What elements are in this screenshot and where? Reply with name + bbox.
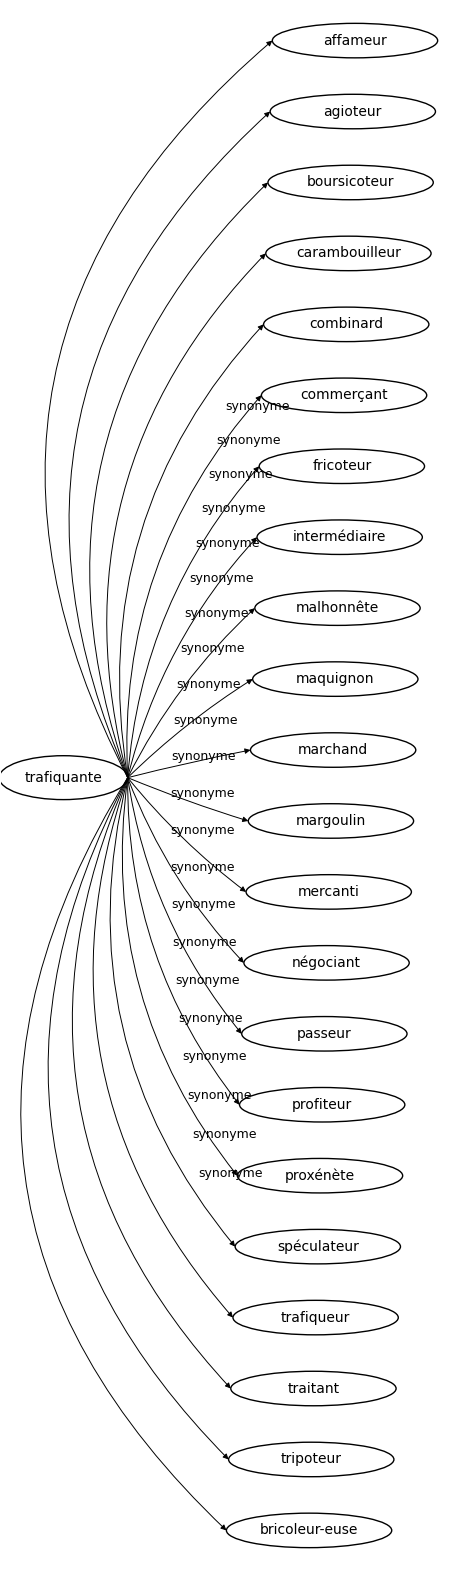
FancyArrowPatch shape (128, 537, 256, 778)
Text: synonyme: synonyme (189, 572, 254, 584)
Text: spéculateur: spéculateur (277, 1240, 359, 1254)
Text: synonyme: synonyme (178, 1012, 243, 1024)
FancyArrowPatch shape (122, 778, 237, 1175)
Text: synonyme: synonyme (173, 936, 237, 949)
Text: synonyme: synonyme (195, 537, 259, 550)
Text: synonyme: synonyme (201, 503, 266, 515)
Text: carambouilleur: carambouilleur (296, 247, 401, 261)
Text: synonyme: synonyme (171, 899, 236, 911)
FancyArrowPatch shape (48, 778, 228, 1459)
FancyArrowPatch shape (127, 396, 261, 778)
Text: trafiquante: trafiquante (24, 771, 102, 784)
FancyArrowPatch shape (128, 610, 254, 778)
Text: synonyme: synonyme (182, 1051, 247, 1064)
FancyArrowPatch shape (21, 778, 225, 1530)
FancyArrowPatch shape (73, 778, 230, 1387)
Text: synonyme: synonyme (217, 434, 281, 446)
Text: synonyme: synonyme (180, 643, 244, 655)
FancyArrowPatch shape (110, 778, 234, 1246)
Text: négociant: négociant (292, 955, 361, 971)
Text: agioteur: agioteur (323, 105, 382, 118)
Text: bricoleur-euse: bricoleur-euse (260, 1524, 358, 1538)
Text: synonyme: synonyme (187, 1089, 251, 1101)
FancyArrowPatch shape (90, 184, 267, 778)
Text: traitant: traitant (287, 1381, 340, 1395)
Text: synonyme: synonyme (193, 1128, 257, 1141)
Text: proxénète: proxénète (285, 1169, 355, 1183)
FancyArrowPatch shape (128, 778, 241, 1034)
FancyArrowPatch shape (128, 778, 245, 891)
Text: commerçant: commerçant (300, 388, 388, 402)
Text: synonyme: synonyme (174, 715, 238, 727)
Text: fricoteur: fricoteur (312, 459, 371, 473)
FancyArrowPatch shape (93, 778, 232, 1316)
Text: malhonnête: malhonnête (296, 602, 379, 616)
Text: intermédiaire: intermédiaire (293, 529, 386, 544)
FancyArrowPatch shape (107, 255, 265, 778)
FancyArrowPatch shape (128, 749, 249, 778)
Text: maquignon: maquignon (296, 672, 375, 687)
Text: passeur: passeur (297, 1027, 352, 1042)
Text: synonyme: synonyme (209, 468, 273, 481)
FancyArrowPatch shape (128, 778, 247, 822)
Text: tripoteur: tripoteur (281, 1453, 342, 1466)
Text: synonyme: synonyme (170, 787, 235, 800)
Text: marchand: marchand (298, 743, 368, 757)
FancyArrowPatch shape (45, 41, 272, 778)
Text: mercanti: mercanti (298, 884, 360, 899)
Text: synonyme: synonyme (225, 399, 290, 413)
Text: trafiqueur: trafiqueur (281, 1310, 350, 1324)
Text: synonyme: synonyme (170, 861, 235, 873)
FancyArrowPatch shape (128, 680, 252, 778)
FancyArrowPatch shape (120, 325, 263, 778)
Text: profiteur: profiteur (292, 1098, 353, 1112)
FancyArrowPatch shape (128, 467, 259, 778)
Text: margoulin: margoulin (296, 814, 366, 828)
Text: affameur: affameur (323, 33, 387, 47)
Text: synonyme: synonyme (170, 823, 234, 837)
Text: synonyme: synonyme (171, 751, 236, 764)
Text: synonyme: synonyme (199, 1167, 263, 1180)
Text: synonyme: synonyme (175, 974, 240, 987)
Text: synonyme: synonyme (176, 679, 241, 691)
FancyArrowPatch shape (69, 112, 269, 778)
Text: synonyme: synonyme (184, 606, 249, 621)
Text: boursicoteur: boursicoteur (307, 176, 395, 190)
FancyArrowPatch shape (128, 778, 239, 1104)
Text: combinard: combinard (309, 317, 383, 331)
FancyArrowPatch shape (128, 778, 243, 961)
